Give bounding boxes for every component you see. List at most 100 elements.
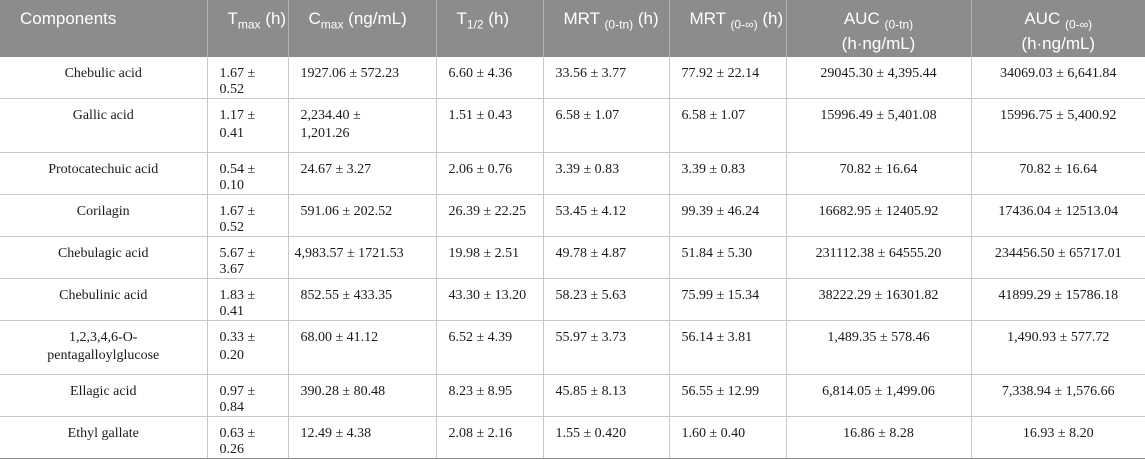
header-auc-inf-sub: (0-∞) — [1064, 17, 1093, 32]
component-name: Gallic acid — [0, 98, 208, 153]
header-cmax-sub: max — [320, 17, 344, 32]
mrt-inf-cell: 1.60 ± 0.40 — [669, 416, 787, 459]
cmax-cell: 591.06 ± 202.52 — [288, 194, 437, 237]
table-row: 1,2,3,4,6-O- pentagalloylglucose 0.33 ± … — [0, 320, 1145, 375]
auc-tn-cell: 6,814.05 ± 1,499.06 — [786, 374, 972, 417]
auc-tn-cell: 231112.38 ± 64555.20 — [786, 236, 972, 279]
header-auc-tn: AUC (0-tn) (h·ng/mL) — [786, 0, 972, 57]
thalf-cell: 19.98 ± 2.51 — [436, 236, 544, 279]
table-row: Corilagin 1.67 ± 0.52 591.06 ± 202.52 26… — [0, 194, 1145, 237]
thalf-cell: 8.23 ± 8.95 — [436, 374, 544, 417]
mrt-tn-cell: 49.78 ± 4.87 — [543, 236, 670, 279]
header-components: Components — [0, 0, 208, 57]
cmax-cell: 24.67 ± 3.27 — [288, 152, 437, 195]
auc-inf-cell: 15996.75 ± 5,400.92 — [971, 98, 1145, 153]
component-name: Chebulic acid — [0, 57, 208, 99]
header-auc-tn-sub: (0-tn) — [884, 17, 914, 32]
tmax-cell: 1.67 ± 0.52 — [207, 194, 289, 237]
table-row: Chebulinic acid 1.83 ± 0.41 852.55 ± 433… — [0, 278, 1145, 321]
component-name: Chebulinic acid — [0, 278, 208, 321]
thalf-cell: 1.51 ± 0.43 — [436, 98, 544, 153]
cmax-cell: 4,983.57 ± 1721.53 — [288, 236, 437, 279]
header-row: Components Tmax (h) Cmax (ng/mL) T1/2 (h… — [0, 0, 1145, 57]
header-thalf: T1/2 (h) — [436, 0, 544, 57]
cmax-cell: 1927.06 ± 572.23 — [288, 57, 437, 99]
auc-inf-cell: 234456.50 ± 65717.01 — [971, 236, 1145, 279]
auc-inf-cell: 17436.04 ± 12513.04 — [971, 194, 1145, 237]
mrt-tn-cell: 45.85 ± 8.13 — [543, 374, 670, 417]
mrt-inf-cell: 56.14 ± 3.81 — [669, 320, 787, 375]
tmax-cell: 5.67 ± 3.67 — [207, 236, 289, 279]
auc-tn-cell: 16.86 ± 8.28 — [786, 416, 972, 459]
thalf-cell: 6.60 ± 4.36 — [436, 57, 544, 99]
header-auc-inf-unit: (h·ng/mL) — [1021, 34, 1096, 54]
header-tmax-main: T — [227, 9, 238, 28]
table-row: Ellagic acid 0.97 ± 0.84 390.28 ± 80.48 … — [0, 374, 1145, 417]
auc-inf-cell: 34069.03 ± 6,641.84 — [971, 57, 1145, 99]
tmax-cell: 0.63 ± 0.26 — [207, 416, 289, 459]
component-name: Ethyl gallate — [0, 416, 208, 459]
auc-tn-cell: 29045.30 ± 4,395.44 — [786, 57, 972, 99]
tmax-cell: 1.67 ± 0.52 — [207, 57, 289, 99]
header-auc-tn-unit: (h·ng/mL) — [841, 34, 916, 54]
auc-inf-cell: 7,338.94 ± 1,576.66 — [971, 374, 1145, 417]
component-name: Chebulagic acid — [0, 236, 208, 279]
thalf-cell: 43.30 ± 13.20 — [436, 278, 544, 321]
mrt-tn-cell: 33.56 ± 3.77 — [543, 57, 670, 99]
header-auc-inf: AUC (0-∞) (h·ng/mL) — [971, 0, 1145, 57]
mrt-tn-cell: 3.39 ± 0.83 — [543, 152, 670, 195]
tmax-cell: 1.17 ± 0.41 — [207, 98, 289, 153]
table-row: Ethyl gallate 0.63 ± 0.26 12.49 ± 4.38 2… — [0, 416, 1145, 459]
mrt-tn-cell: 58.23 ± 5.63 — [543, 278, 670, 321]
header-mrt-tn-main: MRT — [563, 9, 605, 28]
header-mrt-inf-unit: (h) — [757, 9, 784, 28]
thalf-cell: 26.39 ± 22.25 — [436, 194, 544, 237]
auc-tn-cell: 70.82 ± 16.64 — [786, 152, 972, 195]
tmax-cell: 0.97 ± 0.84 — [207, 374, 289, 417]
header-auc-inf-main: AUC — [1024, 9, 1065, 28]
tmax-cell: 1.83 ± 0.41 — [207, 278, 289, 321]
header-auc-tn-main: AUC — [843, 9, 885, 28]
cmax-cell: 852.55 ± 433.35 — [288, 278, 437, 321]
thalf-cell: 2.08 ± 2.16 — [436, 416, 544, 459]
mrt-inf-cell: 3.39 ± 0.83 — [669, 152, 787, 195]
mrt-inf-cell: 99.39 ± 46.24 — [669, 194, 787, 237]
mrt-tn-cell: 53.45 ± 4.12 — [543, 194, 670, 237]
header-mrt-tn-unit: (h) — [633, 9, 659, 28]
mrt-inf-cell: 6.58 ± 1.07 — [669, 98, 787, 153]
table-row: Gallic acid 1.17 ± 0.41 2,234.40 ± 1,201… — [0, 98, 1145, 153]
auc-inf-cell: 70.82 ± 16.64 — [971, 152, 1145, 195]
header-thalf-main: T — [456, 9, 467, 28]
header-mrt-inf-main: MRT — [689, 9, 731, 28]
auc-inf-cell: 41899.29 ± 15786.18 — [971, 278, 1145, 321]
auc-inf-cell: 16.93 ± 8.20 — [971, 416, 1145, 459]
mrt-inf-cell: 77.92 ± 22.14 — [669, 57, 787, 99]
cmax-cell: 68.00 ± 41.12 — [288, 320, 437, 375]
header-tmax: Tmax (h) — [207, 0, 289, 57]
header-mrt-inf-sub: (0-∞) — [730, 17, 758, 32]
component-name: 1,2,3,4,6-O- pentagalloylglucose — [0, 320, 208, 375]
mrt-tn-cell: 6.58 ± 1.07 — [543, 98, 670, 153]
tmax-cell: 0.33 ± 0.20 — [207, 320, 289, 375]
mrt-inf-cell: 51.84 ± 5.30 — [669, 236, 787, 279]
header-mrt-inf: MRT (0-∞) (h) — [669, 0, 787, 57]
mrt-tn-cell: 55.97 ± 3.73 — [543, 320, 670, 375]
header-thalf-unit: (h) — [483, 9, 510, 28]
mrt-inf-cell: 75.99 ± 15.34 — [669, 278, 787, 321]
header-mrt-tn-sub: (0-tn) — [604, 17, 634, 32]
thalf-cell: 2.06 ± 0.76 — [436, 152, 544, 195]
header-cmax-unit: (ng/mL) — [343, 9, 407, 28]
thalf-cell: 6.52 ± 4.39 — [436, 320, 544, 375]
auc-tn-cell: 38222.29 ± 16301.82 — [786, 278, 972, 321]
auc-inf-cell: 1,490.93 ± 577.72 — [971, 320, 1145, 375]
table-row: Chebulagic acid 5.67 ± 3.67 4,983.57 ± 1… — [0, 236, 1145, 279]
table-row: Protocatechuic acid 0.54 ± 0.10 24.67 ± … — [0, 152, 1145, 195]
mrt-tn-cell: 1.55 ± 0.420 — [543, 416, 670, 459]
cmax-cell: 12.49 ± 4.38 — [288, 416, 437, 459]
header-tmax-sub: max — [237, 17, 261, 32]
auc-tn-cell: 16682.95 ± 12405.92 — [786, 194, 972, 237]
tmax-cell: 0.54 ± 0.10 — [207, 152, 289, 195]
auc-tn-cell: 1,489.35 ± 578.46 — [786, 320, 972, 375]
cmax-cell: 390.28 ± 80.48 — [288, 374, 437, 417]
